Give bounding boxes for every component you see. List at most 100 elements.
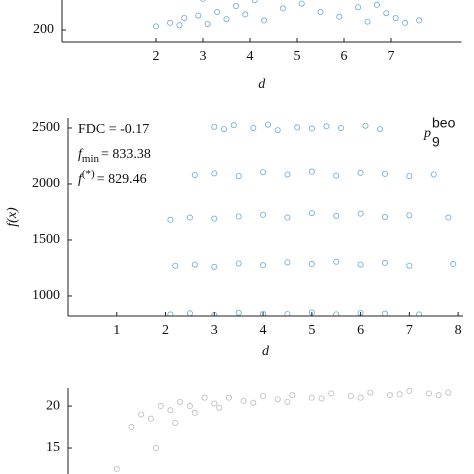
point (402, 19, 409, 26)
point (336, 13, 343, 20)
point (211, 215, 218, 222)
point (167, 407, 174, 414)
point (260, 262, 267, 269)
point (284, 311, 291, 316)
annotation: f(*) = 829.46 (78, 168, 147, 188)
point (181, 14, 188, 21)
point (465, 173, 470, 178)
annotation-subscript: min (82, 153, 100, 165)
point (347, 392, 354, 399)
point (211, 123, 218, 130)
panel-label-main: p (423, 126, 431, 141)
point (235, 213, 242, 220)
point (186, 403, 193, 410)
annotation: fmin = 833.38 (78, 147, 151, 164)
point (381, 213, 388, 220)
point (211, 170, 218, 177)
y-tick-label: 2500 (32, 120, 60, 135)
x-tick-label: 3 (211, 323, 218, 338)
point (416, 311, 423, 316)
point (338, 124, 345, 131)
point (250, 124, 257, 131)
point (177, 398, 184, 405)
point (274, 127, 281, 134)
panel: 200 2 3 4 5 6 7 d (33, 0, 462, 92)
point (317, 8, 324, 15)
point (284, 214, 291, 221)
point (225, 394, 232, 401)
point (260, 169, 267, 176)
point (260, 211, 267, 218)
point (200, 0, 206, 2)
point (176, 22, 183, 29)
point (406, 212, 413, 219)
annotation-superscript: (*) (82, 168, 95, 180)
point (261, 17, 268, 24)
x-tick-label: 8 (455, 323, 462, 338)
point (435, 392, 442, 399)
point (167, 19, 174, 26)
y-axis-label: f(x) (5, 207, 20, 227)
point (450, 261, 457, 268)
y-tick-label: 1500 (32, 232, 60, 247)
point (289, 392, 296, 399)
point (211, 263, 218, 270)
point (240, 398, 247, 405)
point (221, 126, 228, 133)
point (425, 390, 432, 397)
y-tick-label: 1000 (32, 288, 60, 303)
point (251, 0, 258, 3)
point (204, 20, 211, 27)
point (430, 171, 437, 178)
x-tick-label: 5 (308, 323, 315, 338)
plot-area (113, 388, 452, 473)
point (318, 395, 325, 402)
point (138, 411, 145, 418)
point (235, 260, 242, 267)
point (264, 121, 271, 128)
y-tick-label: 2000 (32, 176, 60, 191)
point (191, 261, 198, 268)
point (416, 17, 423, 24)
point (294, 124, 301, 131)
point (383, 10, 390, 17)
point (211, 400, 218, 407)
point (235, 173, 242, 180)
point (308, 261, 315, 268)
point (186, 214, 193, 221)
annotation-symbol: f (78, 147, 84, 162)
x-tick-label: 1 (113, 323, 120, 338)
point (250, 399, 257, 406)
point (381, 259, 388, 266)
point (152, 23, 159, 30)
point (406, 262, 413, 269)
point (232, 3, 239, 9)
point (128, 424, 135, 431)
x-tick-label: 6 (341, 49, 348, 64)
point (230, 122, 237, 129)
point (333, 212, 340, 219)
point (298, 0, 305, 7)
point (279, 5, 286, 12)
point (201, 394, 208, 401)
point (392, 14, 399, 21)
point (357, 261, 364, 268)
point (333, 172, 340, 179)
point (308, 125, 315, 132)
point (260, 392, 267, 399)
point (406, 173, 413, 180)
annotation-text: = 829.46 (97, 172, 147, 187)
point (186, 310, 193, 316)
x-tick-label: 7 (406, 323, 413, 338)
x-tick-label: 3 (200, 49, 207, 64)
annotation-text: = 833.38 (101, 147, 151, 162)
annotation-text: FDC = -0.17 (78, 122, 149, 137)
point (152, 445, 159, 452)
point (373, 1, 380, 8)
x-axis-label: d (258, 77, 266, 92)
point (157, 403, 164, 410)
x-axis-label: d (262, 344, 270, 359)
point (328, 390, 335, 397)
panel-label-sup: beo (432, 115, 456, 131)
point (445, 389, 452, 396)
